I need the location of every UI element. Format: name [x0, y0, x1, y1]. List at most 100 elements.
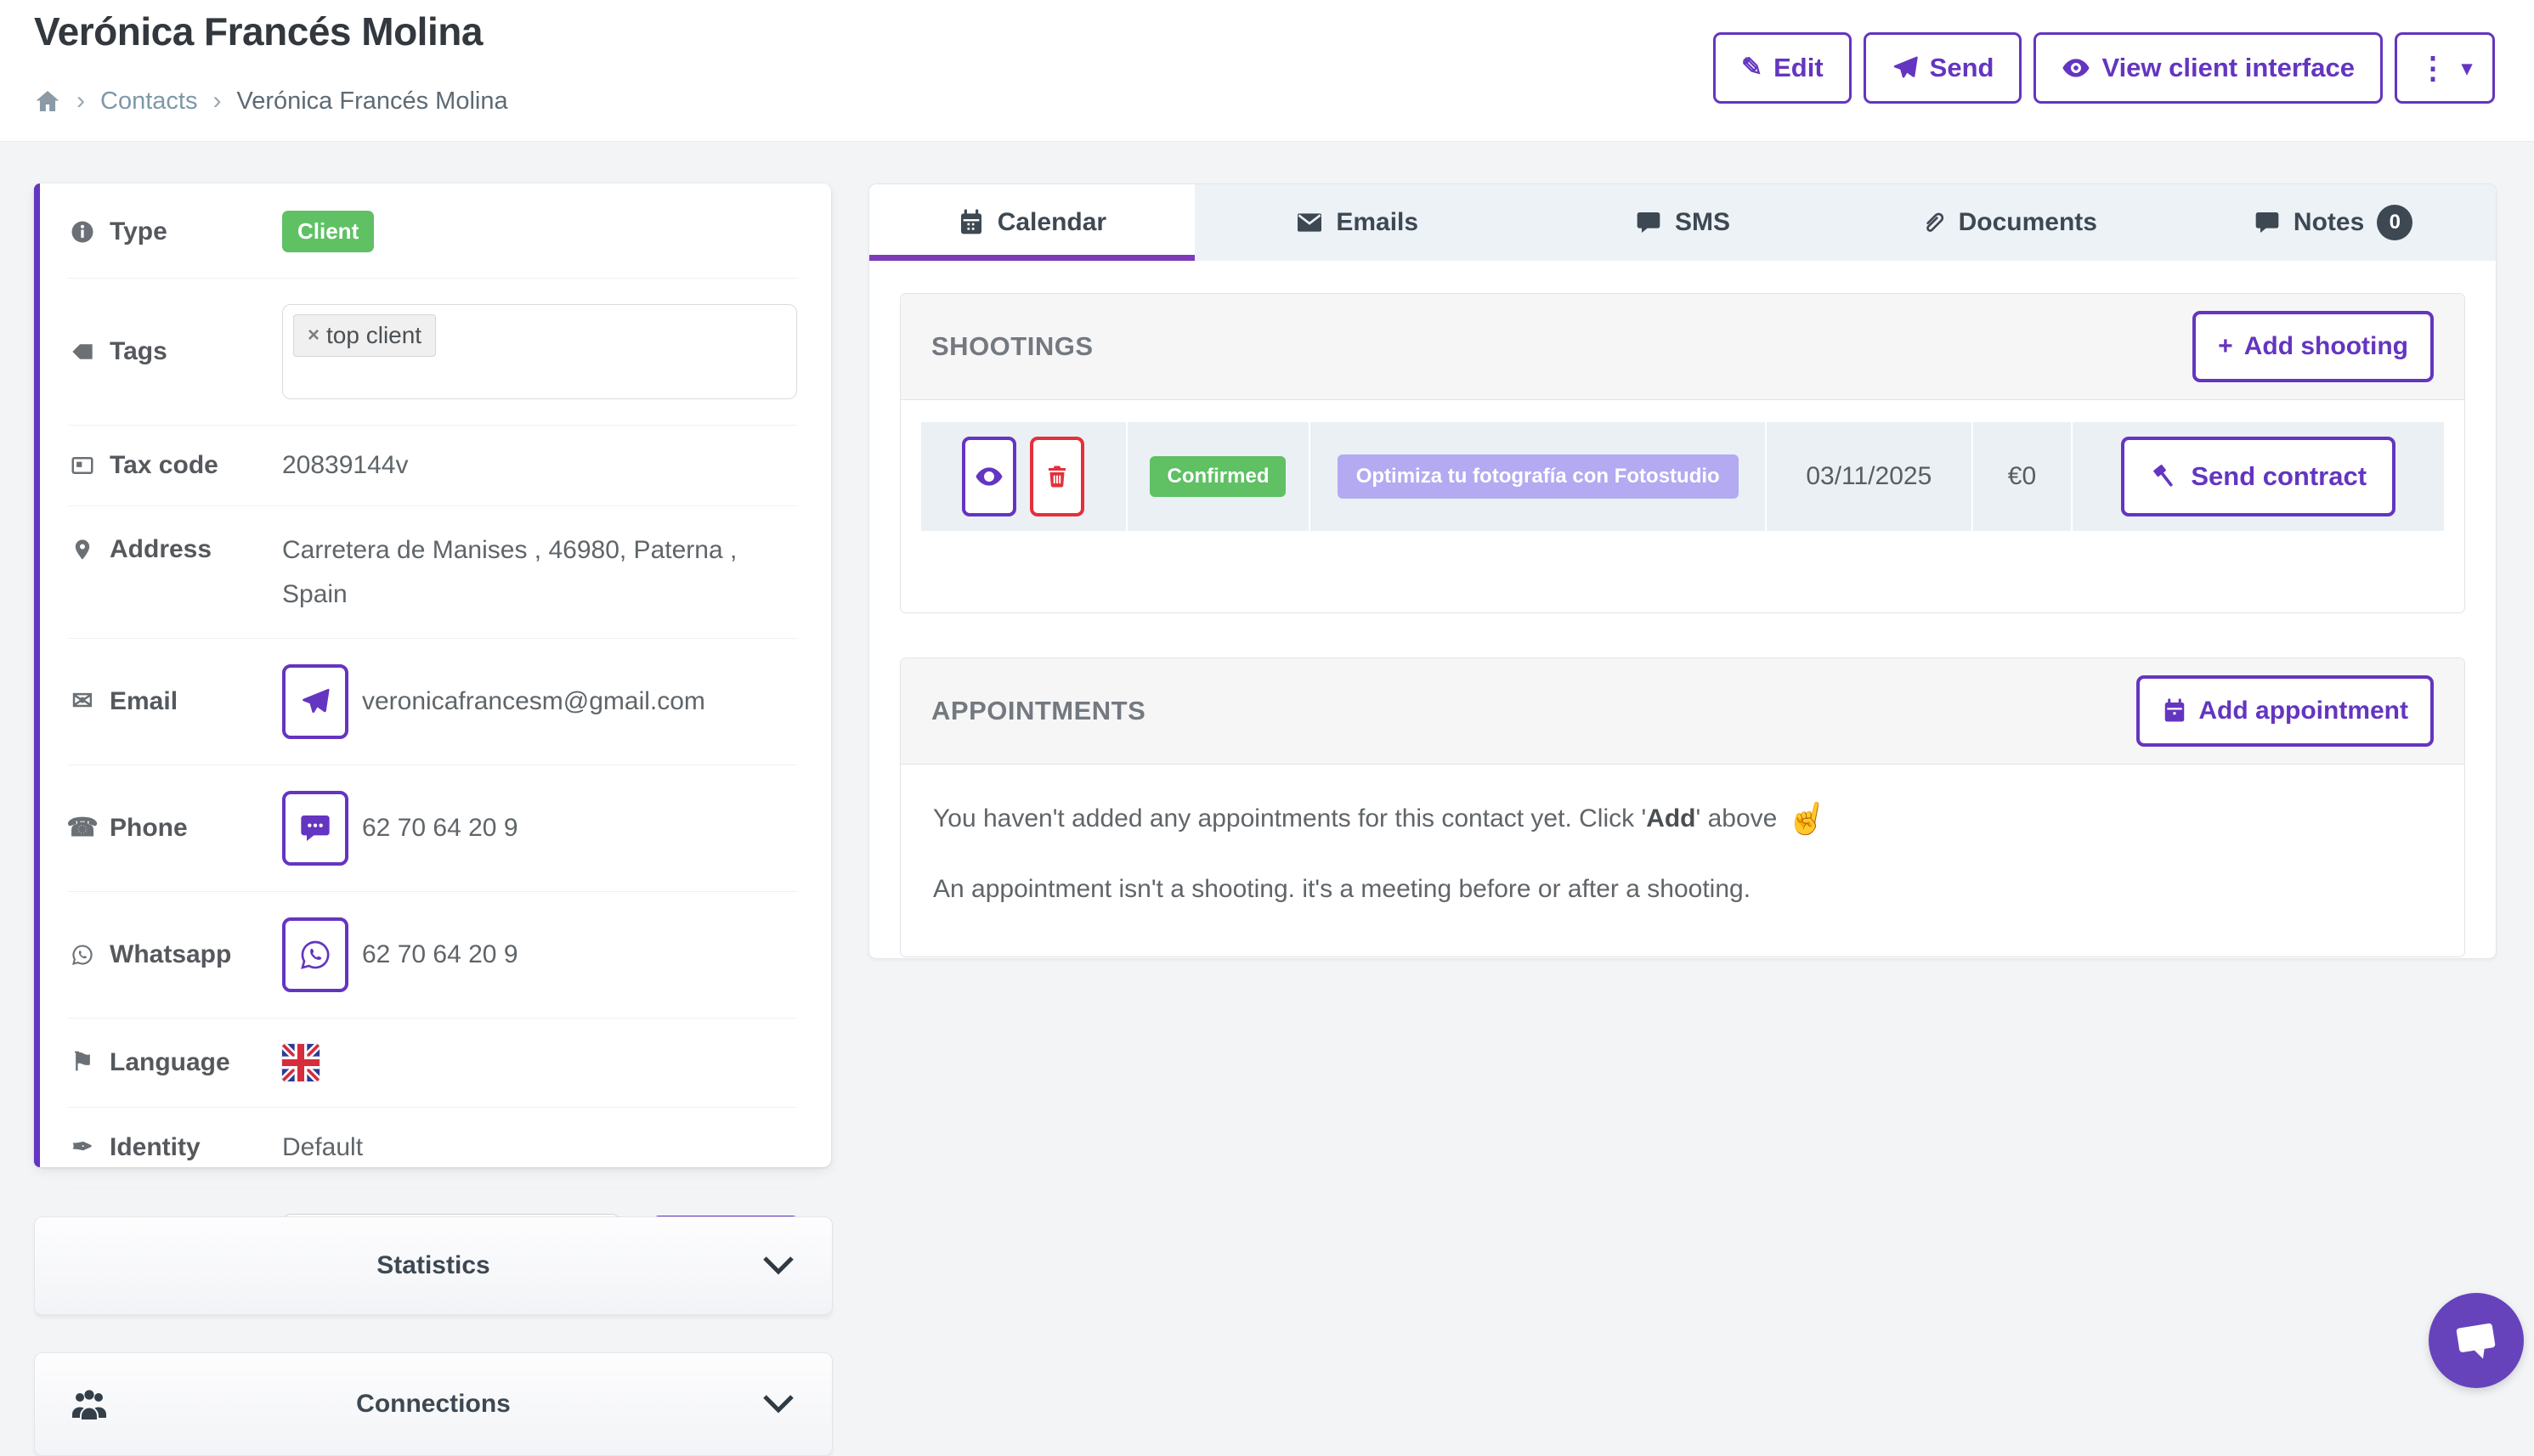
tags-input[interactable]: × top client	[282, 304, 797, 399]
send-button[interactable]: Send	[1863, 32, 2022, 104]
appointments-note: An appointment isn't a shooting. it's a …	[933, 875, 1751, 903]
type-label-wrap: Type	[68, 217, 282, 246]
gavel-icon	[2150, 462, 2179, 491]
breadcrumb-contacts-link[interactable]: Contacts	[100, 87, 198, 115]
appointments-section: APPOINTMENTS Add appointment You haven't…	[900, 657, 2465, 957]
shootings-header: SHOOTINGS + Add shooting	[901, 294, 2464, 400]
remove-tag-icon[interactable]: ×	[308, 324, 320, 347]
chevron-down-icon	[762, 1256, 795, 1276]
send-button-label: Send	[1929, 53, 1994, 82]
identity-value: Default	[282, 1133, 364, 1161]
activity-tabs: Calendar Emails SMS Documents Notes 0	[869, 184, 2496, 261]
email-label: Email	[110, 687, 178, 715]
language-label-wrap: ⚑ Language	[68, 1048, 282, 1077]
tags-label-wrap: Tags	[68, 337, 282, 366]
connections-panel[interactable]: Connections	[34, 1352, 833, 1456]
email-label-wrap: ✉ Email	[68, 687, 282, 716]
contact-details-card: Type Client Tags × top client	[34, 183, 831, 1290]
empty-text-after: ' above	[1695, 804, 1778, 832]
shooting-status-badge: Confirmed	[1150, 456, 1287, 497]
statistics-panel[interactable]: Statistics	[34, 1216, 833, 1315]
shootings-body: Confirmed Optimiza tu fotografía con Fot…	[901, 400, 2464, 612]
caret-down-icon: ▾	[2461, 56, 2472, 80]
chat-bubble-icon	[2451, 1315, 2502, 1366]
breadcrumb: › Contacts › Verónica Francés Molina	[34, 87, 508, 116]
envelope-icon	[1296, 209, 1323, 236]
phone-label-wrap: ☎ Phone	[66, 814, 282, 843]
phone-row: ☎ Phone 62 70 64 20 9	[66, 765, 797, 892]
send-contract-button[interactable]: Send contract	[2121, 437, 2396, 516]
tab-sms[interactable]: SMS	[1520, 184, 1846, 261]
send-email-button[interactable]	[282, 664, 348, 739]
shooting-name-badge[interactable]: Optimiza tu fotografía con Fotostudio	[1337, 454, 1739, 499]
type-label: Type	[110, 217, 167, 245]
add-appointment-label: Add appointment	[2198, 697, 2408, 725]
send-contract-label: Send contract	[2191, 461, 2367, 491]
tax-code-row: Tax code 20839144v	[68, 426, 797, 506]
people-icon	[71, 1389, 108, 1419]
language-label: Language	[110, 1048, 230, 1076]
whatsapp-label-wrap: Whatsapp	[68, 940, 282, 969]
appointments-body: You haven't added any appointments for t…	[901, 765, 2464, 957]
tab-notes[interactable]: Notes 0	[2170, 184, 2496, 261]
view-client-interface-button[interactable]: View client interface	[2033, 32, 2383, 104]
paper-plane-icon	[300, 686, 331, 717]
paper-plane-icon	[1892, 54, 1919, 82]
home-icon[interactable]	[34, 87, 61, 115]
info-icon	[68, 219, 97, 245]
sms-bubble-icon	[298, 811, 332, 845]
statistics-panel-label: Statistics	[376, 1251, 490, 1279]
tag-chip[interactable]: × top client	[293, 314, 437, 357]
whatsapp-label: Whatsapp	[110, 940, 232, 968]
more-actions-menu-button[interactable]: ⋮ ▾	[2394, 32, 2495, 104]
language-row: ⚑ Language	[68, 1019, 797, 1108]
breadcrumb-separator: ›	[212, 87, 222, 115]
edit-button[interactable]: ✎ Edit	[1712, 32, 1852, 104]
map-pin-icon	[68, 538, 97, 562]
empty-text-before: You haven't added any appointments for t…	[933, 804, 1647, 832]
send-whatsapp-button[interactable]	[282, 917, 348, 992]
shootings-section: SHOOTINGS + Add shooting	[900, 293, 2465, 613]
eye-icon	[2062, 54, 2090, 82]
add-shooting-button[interactable]: + Add shooting	[2192, 311, 2434, 382]
envelope-icon: ✉	[71, 687, 93, 715]
tax-code-label: Tax code	[110, 451, 218, 479]
header-actions: ✎ Edit Send View client interface ⋮ ▾	[1712, 32, 2495, 104]
uk-flag-icon	[282, 1044, 320, 1081]
shooting-row: Confirmed Optimiza tu fotografía con Fot…	[921, 422, 2444, 531]
chat-bubble-icon	[1635, 209, 1662, 236]
hand-pointer-icon: ☝	[1784, 797, 1831, 841]
phone-label: Phone	[110, 814, 188, 842]
tags-label: Tags	[110, 337, 167, 365]
tab-emails[interactable]: Emails	[1195, 184, 1520, 261]
appointments-header: APPOINTMENTS Add appointment	[901, 658, 2464, 765]
delete-shooting-button[interactable]	[1030, 437, 1085, 516]
identity-row: ✒ Identity Default	[68, 1108, 797, 1188]
view-shooting-button[interactable]	[962, 437, 1017, 516]
id-card-icon	[68, 453, 97, 478]
breadcrumb-current: Verónica Francés Molina	[236, 87, 508, 115]
tag-icon	[68, 340, 97, 364]
kebab-icon: ⋮	[2417, 50, 2448, 85]
tax-code-label-wrap: Tax code	[68, 451, 282, 480]
phone-value: 62 70 64 20 9	[362, 814, 518, 842]
tab-calendar[interactable]: Calendar	[869, 184, 1195, 261]
address-label-wrap: Address	[68, 535, 282, 564]
edit-button-label: Edit	[1773, 53, 1824, 82]
address-line1: Carretera de Manises , 46980, Paterna ,	[282, 536, 738, 564]
view-client-interface-label: View client interface	[2101, 53, 2355, 82]
flag-icon: ⚑	[71, 1048, 94, 1076]
tags-row: Tags × top client	[68, 279, 797, 426]
tag-chip-label: top client	[326, 322, 422, 348]
add-appointment-button[interactable]: Add appointment	[2136, 675, 2434, 747]
chat-launcher-button[interactable]	[2429, 1293, 2524, 1388]
chevron-down-icon	[762, 1394, 795, 1414]
client-type-badge: Client	[282, 211, 375, 252]
send-sms-button[interactable]	[282, 791, 348, 866]
tab-documents[interactable]: Documents	[1845, 184, 2170, 261]
notes-count-badge: 0	[2377, 205, 2413, 240]
address-label: Address	[110, 535, 212, 563]
calendar-icon	[2162, 698, 2187, 724]
identity-label: Identity	[110, 1133, 201, 1161]
tax-code-value: 20839144v	[282, 451, 409, 479]
